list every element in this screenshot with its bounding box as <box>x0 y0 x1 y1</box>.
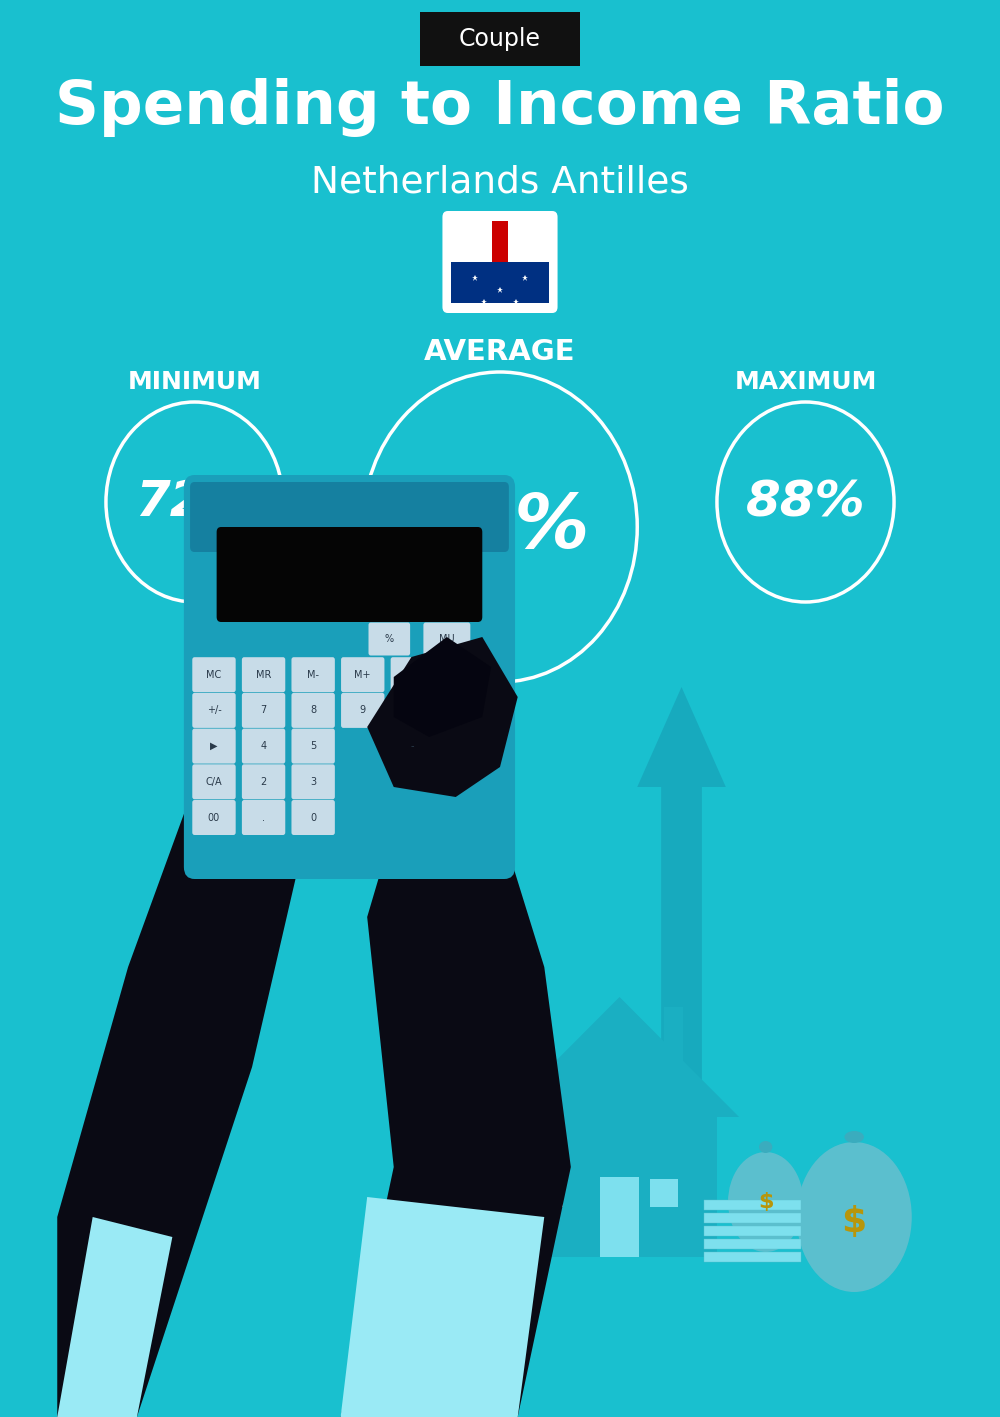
Text: -: - <box>411 741 414 751</box>
Polygon shape <box>429 777 500 1067</box>
FancyBboxPatch shape <box>423 622 470 656</box>
Text: .: . <box>262 812 265 822</box>
Text: AVERAGE: AVERAGE <box>424 339 576 366</box>
Text: MINIMUM: MINIMUM <box>128 370 261 394</box>
Polygon shape <box>394 638 491 737</box>
FancyBboxPatch shape <box>192 764 236 799</box>
FancyBboxPatch shape <box>242 801 285 835</box>
Bar <box>704 1226 801 1236</box>
FancyBboxPatch shape <box>242 764 285 799</box>
Text: 80%: 80% <box>410 490 590 564</box>
Text: M+: M+ <box>354 670 371 680</box>
FancyBboxPatch shape <box>192 657 236 691</box>
Text: ▶: ▶ <box>210 741 218 751</box>
Bar <box>704 1253 801 1263</box>
Ellipse shape <box>185 846 212 888</box>
FancyBboxPatch shape <box>190 482 509 553</box>
Polygon shape <box>217 648 323 818</box>
FancyBboxPatch shape <box>291 801 335 835</box>
Text: Netherlands Antilles: Netherlands Antilles <box>311 164 689 200</box>
Bar <box>522 1117 717 1257</box>
Ellipse shape <box>844 1131 864 1144</box>
FancyBboxPatch shape <box>291 657 335 691</box>
Bar <box>451 221 549 262</box>
Polygon shape <box>637 687 726 1097</box>
Text: M-: M- <box>307 670 319 680</box>
Ellipse shape <box>728 1152 803 1253</box>
Bar <box>600 1178 639 1257</box>
Text: C/A: C/A <box>206 777 222 786</box>
Text: %: % <box>385 633 394 643</box>
Text: 4: 4 <box>261 741 267 751</box>
FancyBboxPatch shape <box>391 693 434 728</box>
Text: MU: MU <box>439 633 455 643</box>
Text: 8: 8 <box>310 706 316 716</box>
Bar <box>704 1200 801 1210</box>
Text: 72%: 72% <box>135 478 254 526</box>
Text: 88%: 88% <box>746 478 865 526</box>
Text: 7: 7 <box>260 706 267 716</box>
FancyBboxPatch shape <box>391 728 434 764</box>
Bar <box>704 1238 801 1248</box>
Bar <box>451 262 549 303</box>
Ellipse shape <box>203 866 230 908</box>
Bar <box>535 1179 563 1207</box>
FancyBboxPatch shape <box>192 728 236 764</box>
Text: MR: MR <box>256 670 271 680</box>
Text: 0: 0 <box>310 812 316 822</box>
Polygon shape <box>57 717 349 1417</box>
Text: 2: 2 <box>260 777 267 786</box>
FancyBboxPatch shape <box>442 211 558 313</box>
Text: Spending to Income Ratio: Spending to Income Ratio <box>55 78 945 136</box>
Bar <box>492 221 508 262</box>
FancyBboxPatch shape <box>291 728 335 764</box>
Text: 00: 00 <box>208 812 220 822</box>
Text: Couple: Couple <box>459 27 541 51</box>
FancyBboxPatch shape <box>242 693 285 728</box>
Polygon shape <box>57 1217 172 1417</box>
FancyBboxPatch shape <box>341 657 384 691</box>
Text: $: $ <box>842 1204 867 1238</box>
FancyBboxPatch shape <box>217 527 482 622</box>
FancyBboxPatch shape <box>291 693 335 728</box>
FancyBboxPatch shape <box>242 728 285 764</box>
FancyBboxPatch shape <box>192 693 236 728</box>
FancyBboxPatch shape <box>242 657 285 691</box>
FancyBboxPatch shape <box>391 657 434 691</box>
Text: :: : <box>411 670 414 680</box>
Polygon shape <box>500 998 739 1117</box>
FancyBboxPatch shape <box>291 764 335 799</box>
Text: +/-: +/- <box>207 706 221 716</box>
FancyBboxPatch shape <box>369 622 410 656</box>
Polygon shape <box>341 1197 544 1417</box>
Ellipse shape <box>759 1141 772 1153</box>
Text: 3: 3 <box>310 777 316 786</box>
FancyBboxPatch shape <box>420 11 580 67</box>
FancyBboxPatch shape <box>184 475 515 879</box>
Text: 9: 9 <box>360 706 366 716</box>
Polygon shape <box>341 767 571 1417</box>
Text: MAXIMUM: MAXIMUM <box>734 370 877 394</box>
Polygon shape <box>367 638 518 796</box>
Text: $: $ <box>758 1192 773 1212</box>
FancyBboxPatch shape <box>192 801 236 835</box>
Text: MC: MC <box>206 670 222 680</box>
Bar <box>704 1213 801 1223</box>
Ellipse shape <box>221 886 248 928</box>
Text: 5: 5 <box>310 741 316 751</box>
Text: x: x <box>409 706 415 716</box>
Bar <box>650 1179 678 1207</box>
Bar <box>664 1007 683 1067</box>
Ellipse shape <box>797 1142 912 1292</box>
FancyBboxPatch shape <box>341 693 384 728</box>
